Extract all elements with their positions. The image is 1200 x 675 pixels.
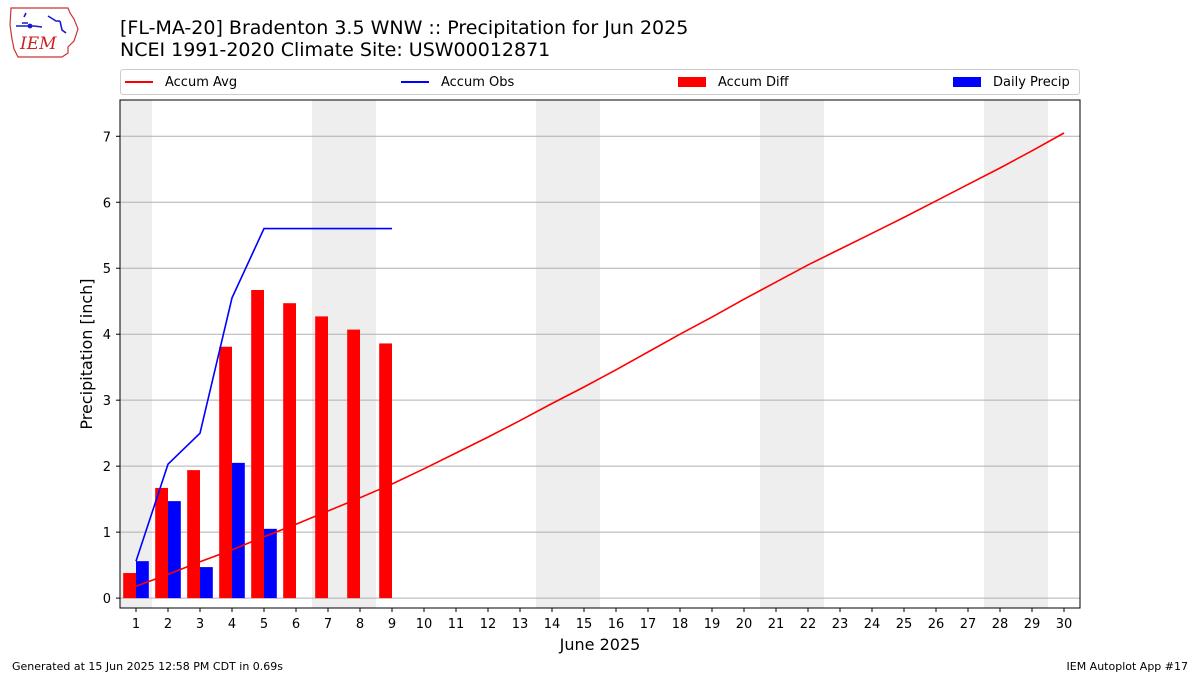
y-tick-label: 7: [103, 130, 111, 145]
y-tick-label: 6: [103, 196, 111, 211]
y-axis: 0 1 2 3 4 5 6 7: [103, 130, 120, 607]
x-tick-label: 11: [448, 617, 465, 632]
daily-precip-bar: [264, 528, 277, 599]
daily-precip-bar: [136, 561, 149, 599]
x-tick-label: 24: [864, 617, 881, 632]
footer-generated-text: Generated at 15 Jun 2025 12:58 PM CDT in…: [12, 660, 284, 673]
x-tick-label: 14: [544, 617, 561, 632]
y-tick-label: 1: [103, 526, 111, 541]
legend-item-accum-diff: Accum Diff: [678, 70, 789, 94]
x-tick-label: 17: [640, 617, 657, 632]
lines-layer: [135, 132, 1065, 587]
accum-diff-bar: [379, 343, 392, 599]
weekend-band: [792, 100, 824, 608]
accum-diff-bar: [155, 487, 168, 599]
legend-item-accum-avg: Accum Avg: [125, 70, 237, 94]
daily-precip-bar: [168, 501, 181, 599]
chart-title: [FL-MA-20] Bradenton 3.5 WNW :: Precipit…: [120, 17, 689, 39]
accum-obs-line: [135, 227, 392, 562]
x-tick-label: 20: [736, 617, 753, 632]
x-tick-label: 18: [672, 617, 689, 632]
y-tick-label: 2: [103, 460, 111, 475]
iem-logo: IEM: [9, 7, 79, 58]
legend-swatch: [678, 77, 706, 87]
legend-item-accum-obs: Accum Obs: [401, 70, 514, 94]
weekend-shading: [120, 100, 1048, 608]
x-tick-label: 16: [608, 617, 625, 632]
y-tick-label: 5: [103, 262, 111, 277]
accum-diff-bar: [251, 290, 264, 599]
accum-diff-bar: [283, 303, 296, 599]
legend-swatch: [125, 81, 153, 83]
accum-avg-line: [135, 132, 1065, 587]
weekend-band: [1016, 100, 1048, 608]
x-tick-label: 21: [768, 617, 785, 632]
weekend-band: [984, 100, 1016, 608]
x-tick-label: 13: [512, 617, 529, 632]
x-tick-label: 26: [928, 617, 945, 632]
weekend-band: [568, 100, 600, 608]
legend-item-daily-precip: Daily Precip: [953, 70, 1070, 94]
x-tick-label: 3: [196, 617, 204, 632]
legend: Accum Avg Accum Obs Accum Diff Daily Pre…: [120, 69, 1080, 95]
plot-frame: [119, 99, 1081, 609]
y-tick-label: 4: [103, 328, 111, 343]
x-tick-label: 28: [992, 617, 1009, 632]
legend-label: Accum Diff: [718, 74, 789, 90]
y-tick-label: 0: [103, 592, 111, 607]
x-tick-label: 23: [832, 617, 849, 632]
legend-swatch: [401, 81, 429, 83]
x-tick-label: 7: [324, 617, 332, 632]
bars-layer: [123, 290, 392, 599]
accum-diff-bar: [123, 573, 136, 599]
x-tick-label: 15: [576, 617, 593, 632]
svg-text:IEM: IEM: [19, 34, 57, 54]
x-tick-label: 29: [1024, 617, 1041, 632]
legend-label: Accum Obs: [441, 74, 515, 90]
accum-diff-bar: [347, 329, 360, 599]
x-tick-label: 1: [132, 617, 140, 632]
accum-diff-bar: [219, 346, 232, 599]
footer-app-text: IEM Autoplot App #17: [1066, 660, 1189, 673]
legend-label: Daily Precip: [993, 74, 1070, 90]
x-tick-label: 10: [416, 617, 433, 632]
x-tick-label: 12: [480, 617, 497, 632]
daily-precip-bar: [232, 462, 245, 599]
daily-precip-bar: [200, 567, 213, 599]
chart-subtitle: NCEI 1991-2020 Climate Site: USW00012871: [120, 39, 551, 61]
gridlines: [120, 135, 1080, 599]
x-tick-label: 19: [704, 617, 721, 632]
y-axis-label: Precipitation [inch]: [77, 278, 96, 429]
weekend-band: [760, 100, 792, 608]
x-tick-label: 6: [292, 617, 300, 632]
x-tick-label: 25: [896, 617, 913, 632]
legend-label: Accum Avg: [165, 74, 238, 90]
x-axis-label: June 2025: [559, 635, 641, 654]
x-tick-label: 4: [228, 617, 236, 632]
weekend-band: [120, 100, 152, 608]
accum-diff-bar: [315, 316, 328, 599]
x-tick-label: 2: [164, 617, 172, 632]
x-tick-label: 27: [960, 617, 977, 632]
x-tick-label: 5: [260, 617, 268, 632]
x-tick-label: 22: [800, 617, 817, 632]
x-axis: 1 2 3 4 5 6 7 8 9 10 11 12 13 14 15 16 17 18 19 20 21 22 23 24 2…: [132, 608, 1072, 632]
y-tick-label: 3: [103, 394, 111, 409]
accum-diff-bar: [187, 470, 200, 599]
x-tick-label: 8: [356, 617, 364, 632]
x-tick-label: 9: [388, 617, 396, 632]
x-tick-label: 30: [1056, 617, 1073, 632]
legend-swatch: [953, 77, 981, 87]
weekend-band: [536, 100, 568, 608]
